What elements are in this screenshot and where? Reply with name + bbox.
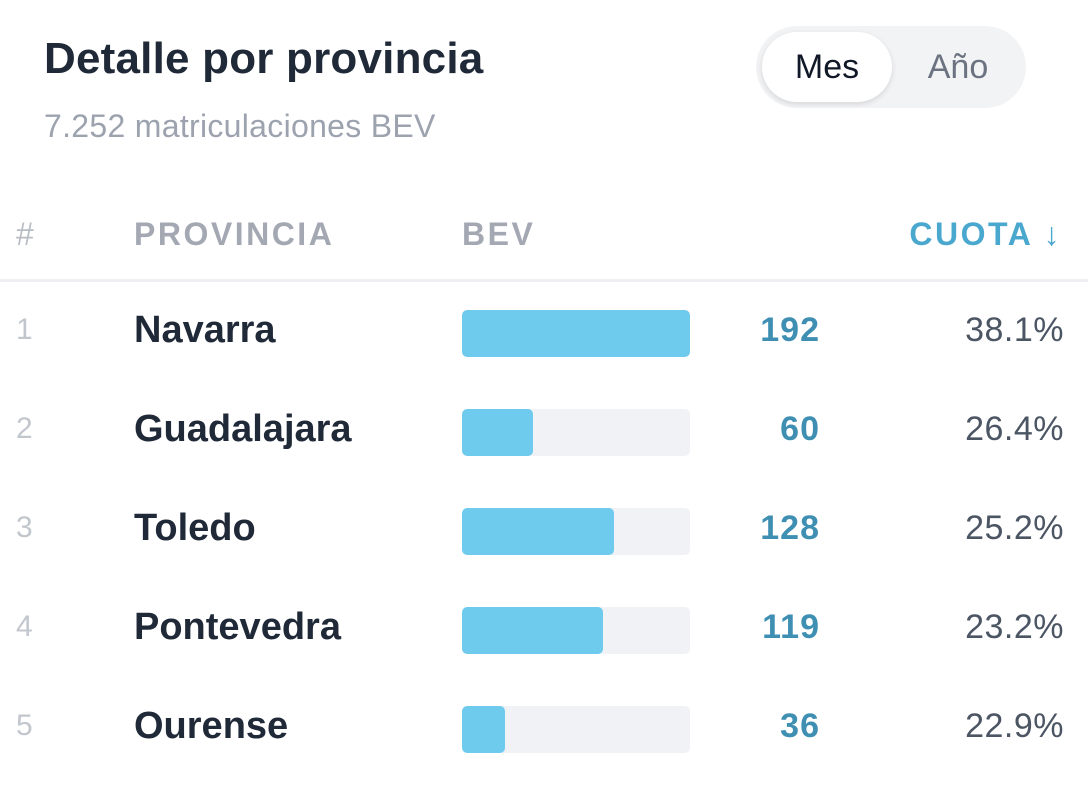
row-bev-value: 128	[760, 509, 820, 547]
bev-bar-fill	[462, 607, 604, 654]
row-province: Pontevedra	[134, 606, 341, 648]
table-header: # PROVINCIA BEV CUOTA ↓	[0, 200, 1088, 282]
row-rank: 3	[16, 511, 33, 544]
bev-bar-fill	[462, 409, 534, 456]
row-province: Guadalajara	[134, 408, 352, 450]
table-row[interactable]: 1 Navarra 192 38.1%	[0, 283, 1088, 382]
row-rank: 5	[16, 709, 33, 742]
row-bev-value: 36	[780, 707, 820, 745]
row-share-value: 22.9%	[965, 707, 1064, 745]
row-share-value: 23.2%	[965, 608, 1064, 646]
row-province: Toledo	[134, 507, 256, 549]
row-province: Navarra	[134, 309, 276, 351]
row-share-value: 38.1%	[965, 311, 1064, 349]
page-subtitle: 7.252 matriculaciones BEV	[44, 108, 436, 144]
row-bev-value: 60	[780, 410, 820, 448]
row-bev-value: 192	[760, 311, 820, 349]
column-header-bev[interactable]: BEV	[462, 216, 536, 252]
toggle-option-ano[interactable]: Año	[927, 48, 989, 86]
bev-bar-track	[462, 508, 690, 555]
table-row[interactable]: 2 Guadalajara 60 26.4%	[0, 382, 1088, 481]
column-header-province[interactable]: PROVINCIA	[134, 216, 335, 252]
row-province: Ourense	[134, 705, 289, 747]
table-body: 1 Navarra 192 38.1% 2 Guadalajara 60 26.4% 3 Tole…	[0, 283, 1088, 778]
table-row[interactable]: 5 Ourense 36 22.9%	[0, 679, 1088, 778]
bev-bar-fill	[462, 508, 614, 555]
bev-bar-fill	[462, 310, 690, 357]
row-share-value: 25.2%	[965, 509, 1064, 547]
row-rank: 4	[16, 610, 33, 643]
row-share-value: 26.4%	[965, 410, 1064, 448]
toggle-option-mes[interactable]: Mes	[762, 32, 892, 102]
row-rank: 2	[16, 412, 33, 445]
bev-bar-track	[462, 310, 690, 357]
row-rank: 1	[16, 313, 33, 346]
page-title: Detalle por provincia	[44, 34, 484, 83]
column-header-share-sorted[interactable]: CUOTA ↓	[909, 216, 1062, 252]
bev-bar-fill	[462, 706, 505, 753]
bev-bar-track	[462, 706, 690, 753]
row-bev-value: 119	[762, 608, 820, 646]
table-row[interactable]: 4 Pontevedra 119 23.2%	[0, 580, 1088, 679]
table-row[interactable]: 3 Toledo 128 25.2%	[0, 481, 1088, 580]
bev-bar-track	[462, 607, 690, 654]
column-header-rank: #	[16, 216, 34, 252]
bev-bar-track	[462, 409, 690, 456]
period-toggle: Mes Año	[756, 26, 1026, 108]
